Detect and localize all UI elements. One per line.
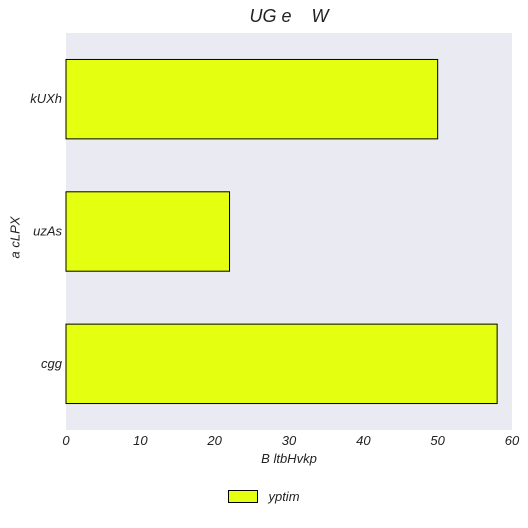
x-tick-label: 40 [356, 433, 371, 448]
bar-cgg [65, 323, 498, 405]
legend-swatch [228, 490, 259, 503]
x-tick-label: 60 [505, 433, 520, 448]
legend: yptim [0, 489, 528, 504]
x-tick-label: 0 [62, 433, 70, 448]
x-tick-label: 20 [206, 433, 222, 448]
bar-uzAs [65, 191, 231, 272]
x-tick-label: 50 [430, 433, 445, 448]
y-tick-label: kUXh [30, 91, 62, 106]
legend-label: yptim [268, 489, 300, 504]
chart-title: UG e W [249, 6, 329, 26]
x-tick-label: 10 [133, 433, 148, 448]
y-tick-label: cgg [41, 356, 63, 371]
bar-kUXh [65, 58, 439, 140]
x-axis-label: B ltbHvkp [261, 451, 317, 466]
y-tick-label: uzAs [33, 224, 62, 239]
y-axis-label: a cLPX [7, 216, 23, 259]
x-tick-label: 30 [282, 433, 297, 448]
